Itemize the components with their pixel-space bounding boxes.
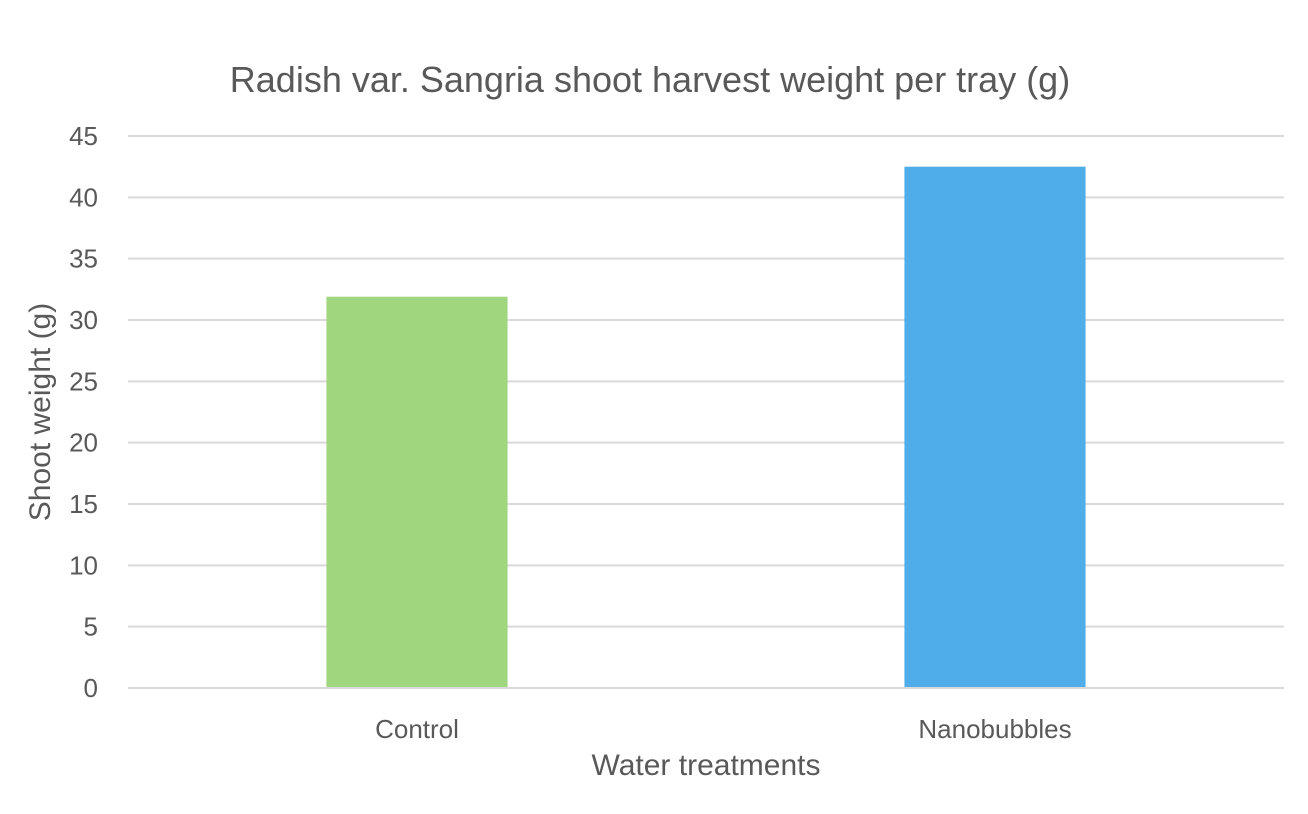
y-tick-label: 5 bbox=[84, 612, 98, 642]
x-category-label: Control bbox=[375, 714, 459, 744]
y-tick-label: 0 bbox=[84, 673, 98, 703]
y-axis-ticks: 0 5 10 15 20 25 30 35 40 45 bbox=[69, 121, 98, 703]
y-tick-label: 30 bbox=[69, 305, 98, 335]
y-tick-label: 25 bbox=[69, 366, 98, 396]
bars bbox=[326, 166, 1086, 688]
x-category-label: Nanobubbles bbox=[918, 714, 1071, 744]
y-tick-label: 10 bbox=[69, 550, 98, 580]
y-tick-label: 15 bbox=[69, 489, 98, 519]
y-tick-label: 35 bbox=[69, 244, 98, 274]
gridlines bbox=[128, 135, 1284, 628]
bar-nanobubbles bbox=[904, 166, 1086, 688]
y-tick-label: 20 bbox=[69, 428, 98, 458]
y-axis-title: Shoot weight (g) bbox=[24, 303, 57, 521]
x-axis-categories: Control Nanobubbles bbox=[375, 714, 1072, 744]
y-tick-label: 40 bbox=[69, 182, 98, 212]
x-axis-title: Water treatments bbox=[592, 749, 821, 782]
chart-title: Radish var. Sangria shoot harvest weight… bbox=[230, 59, 1070, 100]
bar-control bbox=[326, 296, 508, 688]
y-tick-label: 45 bbox=[69, 121, 98, 151]
